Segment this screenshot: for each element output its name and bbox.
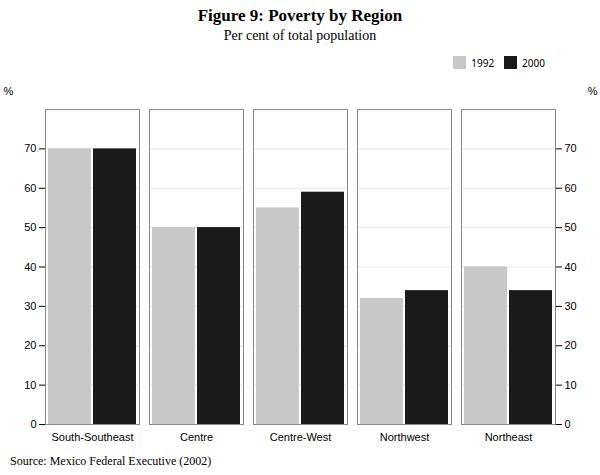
svg-text:30: 30 (24, 300, 36, 312)
html-text:Per cent of total population: Per cent of total population (223, 28, 377, 43)
svg-text:40: 40 (24, 261, 36, 273)
svg-text:%: % (4, 85, 14, 97)
svg-text:70: 70 (24, 142, 36, 154)
svg-text:10: 10 (24, 379, 36, 391)
svg-text:50: 50 (24, 221, 36, 233)
svg-text:Northeast: Northeast (485, 431, 533, 443)
html-text:Figure 9: Poverty by Region: Figure 9: Poverty by Region (197, 6, 403, 25)
svg-text:70: 70 (565, 142, 577, 154)
svg-text:South-Southeast: South-Southeast (52, 431, 134, 443)
svg-text:Centre-West: Centre-West (270, 431, 332, 443)
svg-text:%: % (588, 85, 598, 97)
svg-text:20: 20 (565, 339, 577, 351)
svg-text:50: 50 (565, 221, 577, 233)
svg-text:Centre: Centre (180, 431, 213, 443)
svg-text:40: 40 (565, 261, 577, 273)
svg-text:0: 0 (565, 418, 571, 430)
html-text:2000: 2000 (522, 55, 545, 70)
svg-text:Northwest: Northwest (380, 431, 430, 443)
svg-text:60: 60 (24, 182, 36, 194)
html-text:Source: Mexico Federal Executi: Source: Mexico Federal Executive (2002) (10, 454, 212, 468)
svg-text:60: 60 (565, 182, 577, 194)
svg-text:30: 30 (565, 300, 577, 312)
html-text:1992: 1992 (471, 55, 495, 70)
svg-text:10: 10 (565, 379, 577, 391)
svg-text:0: 0 (30, 418, 36, 430)
svg-text:20: 20 (24, 339, 36, 351)
